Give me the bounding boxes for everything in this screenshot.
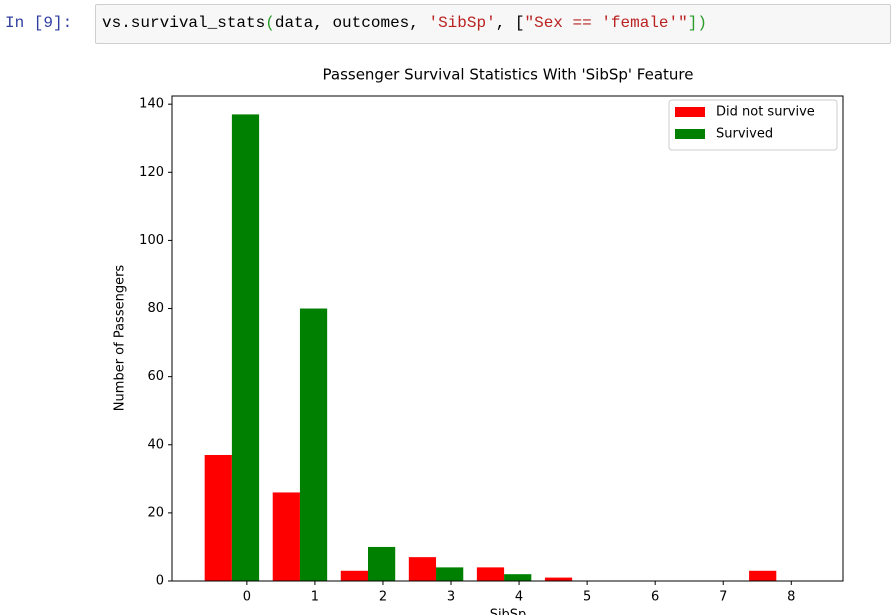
y-tick-label: 120 <box>139 165 164 180</box>
bar <box>367 546 396 581</box>
bar <box>544 577 573 581</box>
code-token: 'SibSp' <box>428 14 496 32</box>
code-token: data, outcomes, <box>274 14 429 32</box>
legend-box <box>668 99 838 151</box>
y-tick-label: 140 <box>139 97 164 112</box>
legend-label: Survived <box>716 127 773 142</box>
y-tick-label: 80 <box>147 301 164 316</box>
bar <box>231 114 260 582</box>
x-tick-label: 3 <box>447 590 455 605</box>
y-tick-label: 20 <box>147 505 164 520</box>
bar <box>476 567 505 581</box>
x-tick-label: 6 <box>651 590 659 605</box>
code-token: "Sex == 'female'" <box>524 14 688 32</box>
x-tick-label: 4 <box>515 590 523 605</box>
y-tick-label: 40 <box>147 437 164 452</box>
bar <box>272 492 300 581</box>
x-tick-label: 5 <box>583 590 591 605</box>
x-tick-label: 0 <box>243 590 251 605</box>
code-cell[interactable]: vs.survival_stats(data, outcomes, 'SibSp… <box>95 4 891 44</box>
bar <box>504 574 532 581</box>
y-tick-label: 100 <box>139 233 164 248</box>
x-tick-label: 1 <box>311 590 319 605</box>
cell-prompt: In [9]: <box>5 14 73 32</box>
x-tick-label: 2 <box>379 590 387 605</box>
bar <box>204 454 232 581</box>
legend-swatch <box>675 129 705 139</box>
plot-frame <box>171 95 844 582</box>
x-tick-label: 8 <box>787 590 795 605</box>
code-token: ( <box>265 14 275 32</box>
x-axis-label: SibSp <box>490 608 527 615</box>
y-tick-label: 0 <box>156 574 164 589</box>
chart-title: Passenger Survival Statistics With 'SibS… <box>323 66 694 84</box>
legend-swatch <box>675 107 705 117</box>
y-tick-label: 60 <box>147 369 164 384</box>
code-token: , [ <box>495 14 525 32</box>
y-axis-label: Number of Passengers <box>113 265 128 412</box>
bar <box>436 567 464 581</box>
legend-label: Did not survive <box>716 105 815 120</box>
code-token: vs.survival_stats <box>102 14 266 32</box>
code-token: ]) <box>687 14 707 32</box>
bar <box>340 570 368 581</box>
bar <box>408 557 437 581</box>
bar <box>299 308 328 581</box>
bar <box>749 570 777 581</box>
x-tick-label: 7 <box>719 590 727 605</box>
